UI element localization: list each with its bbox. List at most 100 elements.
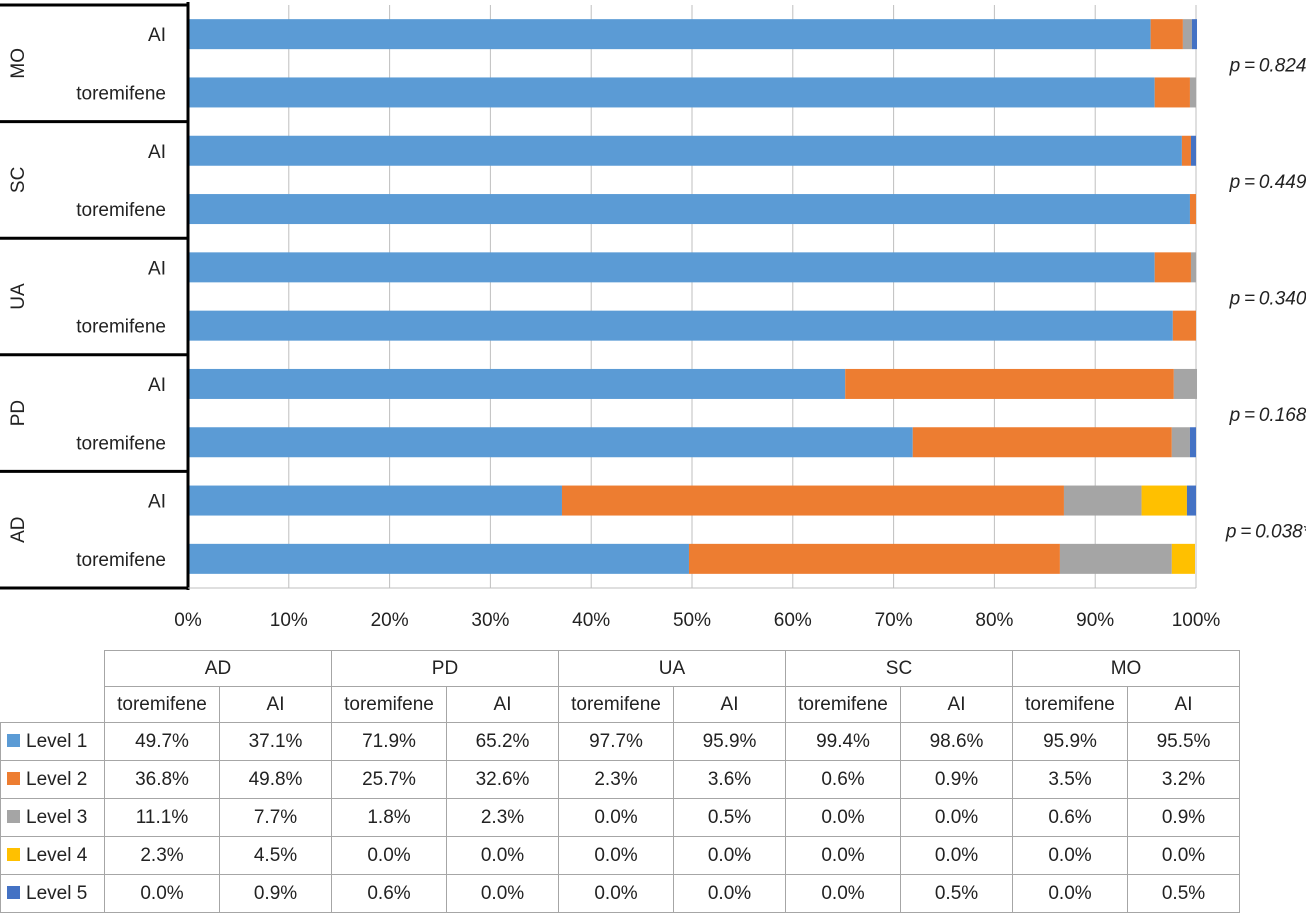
table-cell: 32.6%: [446, 760, 559, 799]
x-tick-label: 10%: [270, 610, 308, 631]
table-cell: 0.9%: [1127, 798, 1240, 837]
chart-labels: 0% 10% 20% 30% 40% 50% 60% 70% 80% 90% 100% AI torem…: [8, 25, 1306, 631]
table-row: Level 3 11.1% 7.7% 1.8% 2.3% 0.0% 0.5% 0.0% 0.0%…: [0, 798, 1240, 837]
table-subheader: toremifene: [331, 686, 447, 723]
legend-swatch: [7, 733, 20, 747]
table-cell: 3.5%: [1012, 760, 1128, 799]
table-group-header-row: AD PD UA SC MO: [0, 650, 1240, 723]
stacked-bar-chart: 0% 10% 20% 30% 40% 50% 60% 70% 80% 90% 100% AI torem…: [0, 2, 1306, 631]
table-cell: 49.7%: [104, 722, 220, 761]
bar-segment: [1173, 368, 1198, 399]
bar-segment: [188, 77, 1155, 108]
bar-segment: [1191, 19, 1198, 50]
group-label: SC: [8, 167, 29, 193]
table-cell: 0.6%: [1012, 798, 1128, 837]
bar-segment: [188, 310, 1173, 341]
table-cell: 0.0%: [1012, 874, 1128, 913]
group-label: PD: [8, 400, 29, 426]
table-group-header: UA: [558, 650, 786, 687]
p-value-label: p = 0.168: [1229, 405, 1306, 426]
table-cell: 3.2%: [1127, 760, 1240, 799]
bar-segment: [188, 194, 1190, 225]
table-cell: 0.9%: [900, 760, 1013, 799]
bar-segment: [188, 135, 1182, 166]
table-cell: 36.8%: [104, 760, 220, 799]
bar-segment: [188, 368, 846, 399]
table-cell: 49.8%: [219, 760, 332, 799]
bar-segment: [561, 485, 1064, 516]
x-tick-label: 20%: [371, 610, 409, 631]
table-cell: 0.0%: [558, 836, 674, 875]
bar-segment: [1063, 485, 1142, 516]
bar-segment: [1172, 310, 1196, 341]
x-tick-label: 30%: [471, 610, 509, 631]
table-cell: 0.6%: [785, 760, 901, 799]
x-tick-label: 100%: [1172, 610, 1221, 631]
table-cell: 99.4%: [785, 722, 901, 761]
chart-bars: [188, 19, 1198, 574]
table-subheader: AI: [673, 686, 786, 723]
row-label: toremifene: [76, 83, 166, 104]
x-tick-label: 90%: [1076, 610, 1114, 631]
table-cell: 0.0%: [785, 798, 901, 837]
bar-segment: [845, 368, 1174, 399]
table-cell: 37.1%: [219, 722, 332, 761]
group-label: UA: [8, 283, 29, 310]
table-cell: 0.0%: [331, 836, 447, 875]
bar-segment: [1141, 485, 1187, 516]
p-value-label: p = 0.340: [1229, 289, 1306, 310]
bar-segment: [1182, 19, 1192, 50]
legend-label: Level 2: [26, 768, 88, 790]
table-cell: 7.7%: [219, 798, 332, 837]
table-corner: [0, 650, 105, 723]
table-cell: 0.5%: [1127, 874, 1240, 913]
table-body: Level 1 49.7% 37.1% 71.9% 65.2% 97.7% 95.9% 99.…: [0, 722, 1240, 913]
table-cell: 0.0%: [446, 874, 559, 913]
bar-segment: [1181, 135, 1191, 166]
legend-cell: Level 3: [0, 798, 105, 837]
legend-swatch: [7, 885, 20, 899]
bar-segment: [188, 485, 562, 516]
group-label: MO: [8, 48, 29, 79]
legend-cell: Level 5: [0, 874, 105, 913]
table-row: Level 2 36.8% 49.8% 25.7% 32.6% 2.3% 3.6% 0.6% 0…: [0, 760, 1240, 799]
table-cell: 25.7%: [331, 760, 447, 799]
table-cell: 2.3%: [446, 798, 559, 837]
table-cell: 0.0%: [558, 874, 674, 913]
data-table: AD PD UA SC MO toremifene AI toremifene …: [0, 650, 1240, 913]
table-cell: 0.6%: [331, 874, 447, 913]
table-cell: 0.0%: [446, 836, 559, 875]
table-cell: 0.9%: [219, 874, 332, 913]
row-label: toremifene: [76, 200, 166, 221]
table-subheader: AI: [219, 686, 332, 723]
table-cell: 95.9%: [1012, 722, 1128, 761]
row-label: toremifene: [76, 433, 166, 454]
table-subheader: AI: [1127, 686, 1240, 723]
bar-segment: [1059, 543, 1172, 574]
p-value-label: p = 0.449: [1229, 172, 1306, 193]
legend-swatch: [7, 809, 20, 823]
table-group-header: PD: [331, 650, 559, 687]
x-tick-label: 60%: [774, 610, 812, 631]
bar-segment: [1186, 485, 1196, 516]
x-tick-label: 0%: [174, 610, 202, 631]
table-subheader-row: toremifene AI toremifene AI toremifene A…: [1, 686, 1240, 723]
legend-cell: Level 2: [0, 760, 105, 799]
table-cell: 95.5%: [1127, 722, 1240, 761]
table-cell: 65.2%: [446, 722, 559, 761]
table-cell: 0.5%: [673, 798, 786, 837]
table-cell: 95.9%: [673, 722, 786, 761]
table-cell: 2.3%: [104, 836, 220, 875]
table-group-header: MO: [1012, 650, 1240, 687]
bar-segment: [1171, 427, 1190, 458]
x-tick-label: 50%: [673, 610, 711, 631]
p-value-label: p = 0.824: [1229, 55, 1306, 76]
legend-label: Level 3: [26, 806, 88, 828]
table-group-header: SC: [785, 650, 1013, 687]
legend-label: Level 5: [26, 882, 88, 904]
table-subheader: AI: [446, 686, 559, 723]
table-cell: 71.9%: [331, 722, 447, 761]
table-row: Level 4 2.3% 4.5% 0.0% 0.0% 0.0% 0.0% 0.0% 0.0% 0…: [0, 836, 1240, 875]
bar-segment: [1189, 427, 1196, 458]
table-cell: 0.0%: [1127, 836, 1240, 875]
